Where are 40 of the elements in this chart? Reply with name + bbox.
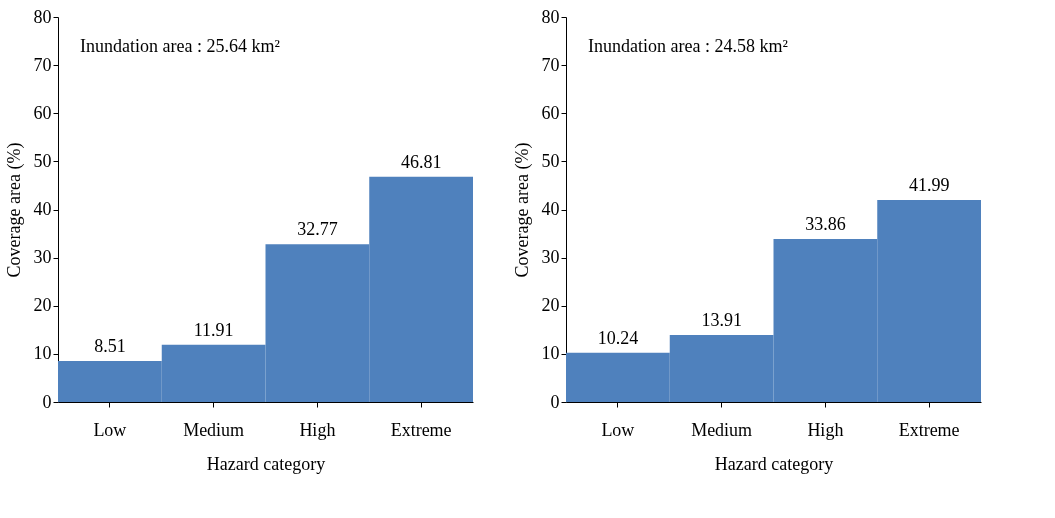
y-tick-label: 70 bbox=[33, 54, 52, 75]
x-axis-title: Hazard category bbox=[206, 453, 326, 474]
y-tick-label: 0 bbox=[42, 391, 52, 412]
y-tick-label: 30 bbox=[33, 247, 52, 268]
x-tick-label: Medium bbox=[691, 419, 753, 440]
data-label: 8.51 bbox=[94, 336, 126, 357]
y-tick-label: 0 bbox=[550, 391, 560, 412]
y-tick-label: 10 bbox=[33, 343, 52, 364]
data-label: 46.81 bbox=[400, 151, 442, 172]
y-tick-label: 40 bbox=[541, 199, 560, 219]
x-tick-label: High bbox=[807, 419, 844, 440]
y-tick-label: 20 bbox=[33, 295, 52, 316]
x-tick-label: Extreme bbox=[390, 419, 452, 440]
x-tick-label: Low bbox=[601, 419, 635, 440]
data-label: 33.86 bbox=[805, 214, 846, 235]
y-tick-label: 30 bbox=[541, 247, 560, 268]
x-tick-label: High bbox=[299, 419, 336, 440]
y-axis-title: Coverage area (%) bbox=[511, 142, 533, 278]
data-label: 13.91 bbox=[701, 310, 742, 331]
x-tick-label: Low bbox=[93, 419, 127, 440]
y-tick-label: 70 bbox=[541, 54, 560, 75]
y-tick-label: 60 bbox=[541, 102, 560, 123]
y-tick-label: 40 bbox=[33, 199, 52, 219]
x-axis-title: Hazard category bbox=[714, 453, 834, 474]
y-tick-label: 50 bbox=[541, 150, 560, 171]
annotation: Inundation area : 25.64 km² bbox=[80, 36, 280, 56]
y-tick-label: 80 bbox=[33, 6, 52, 27]
data-label: 11.91 bbox=[193, 319, 234, 340]
x-tick-label: Medium bbox=[183, 419, 245, 440]
data-label: 10.24 bbox=[597, 327, 639, 348]
y-tick-label: 60 bbox=[33, 102, 52, 123]
x-tick-label: Extreme bbox=[898, 419, 960, 440]
y-tick-label: 20 bbox=[541, 295, 560, 316]
y-tick-label: 80 bbox=[541, 6, 560, 27]
y-tick-label: 10 bbox=[541, 343, 560, 364]
y-axis-title: Coverage area (%) bbox=[3, 142, 25, 278]
y-tick-label: 50 bbox=[33, 150, 52, 171]
data-label: 41.99 bbox=[908, 174, 950, 195]
data-label: 32.77 bbox=[297, 219, 338, 240]
annotation: Inundation area : 24.58 km² bbox=[588, 36, 788, 56]
